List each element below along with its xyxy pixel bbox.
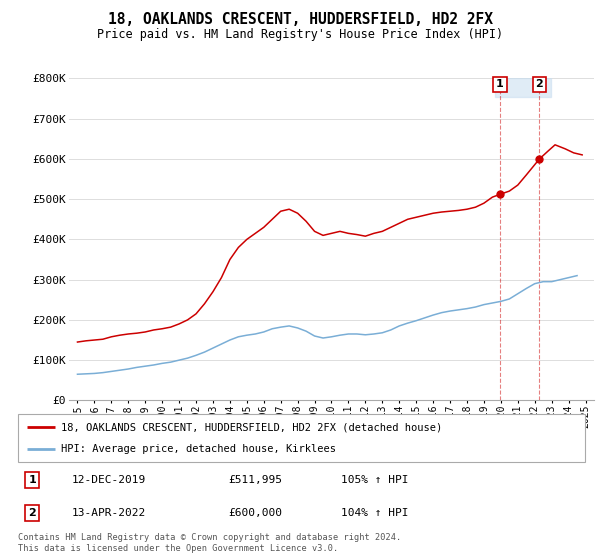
Bar [495, 78, 551, 96]
Text: Price paid vs. HM Land Registry's House Price Index (HPI): Price paid vs. HM Land Registry's House … [97, 28, 503, 41]
FancyBboxPatch shape [18, 414, 585, 462]
Text: £600,000: £600,000 [228, 508, 282, 518]
Text: 18, OAKLANDS CRESCENT, HUDDERSFIELD, HD2 2FX: 18, OAKLANDS CRESCENT, HUDDERSFIELD, HD2… [107, 12, 493, 27]
Text: Contains HM Land Registry data © Crown copyright and database right 2024.
This d: Contains HM Land Registry data © Crown c… [18, 533, 401, 553]
Text: £511,995: £511,995 [228, 475, 282, 484]
Text: 12-DEC-2019: 12-DEC-2019 [72, 475, 146, 484]
Text: HPI: Average price, detached house, Kirklees: HPI: Average price, detached house, Kirk… [61, 444, 335, 454]
Text: 105% ↑ HPI: 105% ↑ HPI [341, 475, 409, 484]
Text: 1: 1 [28, 475, 36, 484]
Text: 18, OAKLANDS CRESCENT, HUDDERSFIELD, HD2 2FX (detached house): 18, OAKLANDS CRESCENT, HUDDERSFIELD, HD2… [61, 422, 442, 432]
Text: 2: 2 [536, 80, 544, 90]
Text: 1: 1 [496, 80, 504, 90]
Text: 2: 2 [28, 508, 36, 518]
Text: 13-APR-2022: 13-APR-2022 [72, 508, 146, 518]
Text: 104% ↑ HPI: 104% ↑ HPI [341, 508, 409, 518]
